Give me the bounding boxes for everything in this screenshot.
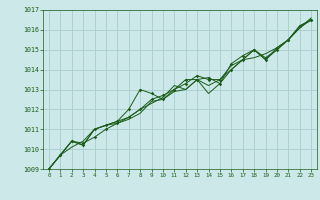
Text: Graphe pression niveau de la mer (hPa): Graphe pression niveau de la mer (hPa) xyxy=(58,186,262,194)
